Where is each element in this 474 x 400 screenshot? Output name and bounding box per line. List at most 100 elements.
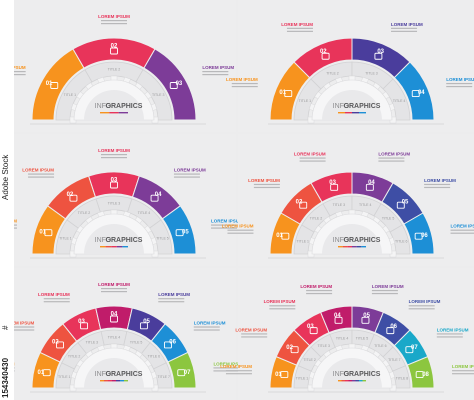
segment-number: 06: [169, 340, 176, 346]
segment-icon: [284, 90, 293, 98]
placeholder-text-line: [202, 74, 229, 76]
segment-number: 05: [182, 229, 189, 235]
placeholder-text-line: [213, 367, 240, 369]
segment-title: TITLE 4: [108, 336, 121, 340]
segment-number: 02: [286, 345, 293, 351]
lorem-ipsum-label: LOREM IPSUM: [446, 77, 474, 82]
infographic-panel-6: 01 TITLE 1 LOREM IPSUM 02 TITLE 2 LOREM IPSUM…: [220, 268, 474, 400]
segment-number: 01: [275, 372, 282, 378]
center-color-bar: [342, 246, 348, 248]
center-color-bar: [118, 112, 128, 114]
center-title-info: INFO: [95, 371, 112, 378]
center-color-bar: [338, 246, 343, 248]
segment-title: TITLE 6: [148, 355, 161, 359]
lorem-ipsum-label: LOREM IPSUM: [158, 292, 190, 297]
gear-icon: [69, 209, 159, 258]
center-color-bar: [348, 380, 352, 382]
lorem-ipsum-label: LOREM IPSUM: [222, 224, 254, 229]
segment-title: TITLE 5: [156, 237, 169, 241]
segment-number: 03: [377, 49, 384, 55]
segment-icon: [415, 371, 424, 378]
lorem-ipsum-label: LOREM IPSUM: [98, 282, 130, 287]
lorem-ipsum-label: LOREM IPSUM: [424, 178, 456, 183]
center-color-bar: [352, 380, 356, 382]
segment-icon: [50, 82, 59, 89]
segment-number: 03: [329, 180, 336, 186]
infographic-panel-1: 01 TITLE 1 LOREM IPSUM 02 TITLE 2 LOREM IPSUM…: [0, 0, 236, 132]
segment-icon: [411, 90, 420, 98]
center-color-bar: [108, 380, 112, 382]
center-color-bar: [111, 246, 117, 248]
placeholder-text-line: [101, 291, 127, 293]
segment-number: 04: [418, 90, 425, 96]
segment-icon: [163, 341, 172, 349]
lorem-ipsum-label: LOREM IPSUM: [211, 218, 243, 223]
segment-number: 04: [334, 313, 341, 319]
segment-number: 01: [46, 81, 53, 87]
segment-icon: [42, 369, 51, 377]
center-color-bar: [100, 246, 106, 248]
segment-number: 05: [402, 199, 409, 205]
segment-8: [406, 355, 435, 389]
placeholder-text-line: [101, 23, 127, 25]
segment-title: TITLE 4: [138, 211, 151, 215]
segment-title: TITLE 6: [395, 239, 408, 243]
gear-icon: [69, 75, 159, 124]
placeholder-text-line: [436, 336, 463, 338]
segment-icon: [386, 327, 395, 335]
segment-icon: [365, 183, 374, 191]
segment-icon: [69, 194, 78, 202]
center-color-bar: [105, 246, 112, 248]
segment-title: TITLE 4: [393, 99, 406, 103]
lorem-ipsum-label: LOREM IPSUM: [372, 284, 404, 289]
segment-number: 01: [38, 370, 45, 376]
placeholder-text-line: [450, 229, 474, 231]
lorem-ipsum-label: LOREM IPSUM: [194, 320, 226, 325]
center-title-info: INFO: [95, 237, 112, 244]
segment-title: TITLE 6: [374, 344, 387, 348]
segment-icon: [321, 52, 330, 60]
placeholder-text-line: [371, 292, 398, 295]
segment-title: TITLE 1: [64, 93, 77, 97]
center-color-bar: [338, 112, 345, 114]
lorem-ipsum-label: LOREM IPSUM: [391, 22, 423, 27]
lorem-ipsum-label: LOREM IPSUM: [226, 77, 258, 82]
segment-title: TITLE 7: [388, 358, 401, 362]
segment-number: 07: [184, 370, 191, 376]
placeholder-text-line: [28, 176, 55, 178]
lorem-ipsum-label: LOREM IPSUM: [202, 65, 234, 70]
watermark-site-text: Adobe Stock: [1, 154, 10, 200]
placeholder-text-line: [28, 173, 55, 175]
center-title-info: INFO: [333, 371, 350, 378]
placeholder-text-line: [269, 308, 296, 310]
center-title-graphics: GRAPHICS: [344, 103, 381, 110]
center-color-bar: [116, 380, 120, 382]
placeholder-text-line: [408, 305, 435, 307]
center-color-bar: [361, 246, 366, 248]
segment-title: TITLE 3: [86, 341, 99, 345]
placeholder-text-line: [299, 160, 326, 162]
segment-title: TITLE 7: [157, 375, 170, 379]
placeholder-text-line: [378, 160, 405, 162]
center-color-bar: [359, 380, 363, 382]
placeholder-text-line: [202, 71, 229, 73]
placeholder-text-line: [306, 292, 333, 295]
placeholder-text-line: [227, 229, 254, 231]
segment-title: TITLE 1: [58, 375, 71, 379]
segment-title: TITLE 1: [297, 239, 310, 243]
segment-title: TITLE 3: [365, 71, 378, 75]
placeholder-text-line: [225, 373, 252, 375]
lorem-ipsum-label: LOREM IPSUM: [213, 361, 245, 366]
placeholder-text-line: [424, 186, 451, 189]
segment-icon: [169, 82, 178, 89]
segment-title: TITLE 5: [356, 336, 369, 340]
segment-number: 03: [78, 319, 85, 325]
center-title-info: INFO: [333, 237, 350, 244]
lorem-ipsum-label: LOREM IPSUM: [38, 292, 70, 297]
segment-icon: [175, 229, 184, 237]
segment-number: 04: [368, 180, 375, 186]
segment-title: TITLE 2: [310, 216, 323, 220]
segment-icon: [110, 181, 118, 189]
lorem-ipsum-label: LOREM IPSUM: [98, 148, 130, 153]
